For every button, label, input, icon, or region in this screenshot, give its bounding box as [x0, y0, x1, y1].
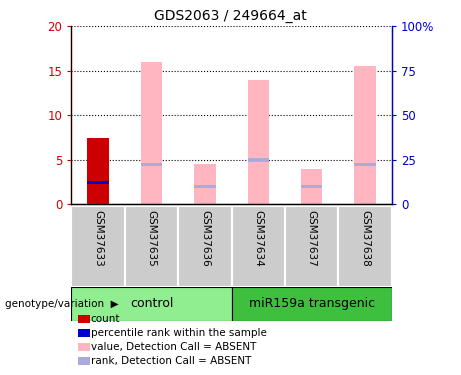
Bar — [248, 158, 269, 162]
Bar — [355, 162, 376, 166]
Bar — [194, 185, 216, 188]
Bar — [141, 62, 162, 204]
Bar — [285, 206, 338, 287]
Bar — [338, 206, 392, 287]
Text: count: count — [91, 314, 120, 324]
Bar — [231, 206, 285, 287]
Bar — [355, 66, 376, 204]
Text: miR159a transgenic: miR159a transgenic — [248, 297, 375, 310]
Text: GSM37635: GSM37635 — [147, 210, 157, 267]
Bar — [88, 138, 109, 204]
Bar — [231, 287, 392, 321]
Text: GSM37636: GSM37636 — [200, 210, 210, 267]
Text: rank, Detection Call = ABSENT: rank, Detection Call = ABSENT — [91, 356, 251, 366]
Text: percentile rank within the sample: percentile rank within the sample — [91, 328, 267, 338]
Bar — [125, 206, 178, 287]
Bar — [178, 206, 231, 287]
Text: GSM37638: GSM37638 — [360, 210, 370, 267]
Text: control: control — [130, 297, 173, 310]
Bar — [71, 287, 231, 321]
Bar — [248, 80, 269, 204]
Text: GSM37633: GSM37633 — [93, 210, 103, 267]
Text: GDS2063 / 249664_at: GDS2063 / 249664_at — [154, 9, 307, 23]
Bar — [194, 164, 216, 204]
Text: genotype/variation  ▶: genotype/variation ▶ — [5, 299, 118, 309]
Text: value, Detection Call = ABSENT: value, Detection Call = ABSENT — [91, 342, 256, 352]
Text: GSM37634: GSM37634 — [254, 210, 263, 267]
Bar — [141, 162, 162, 166]
Bar — [301, 185, 322, 188]
Bar — [88, 180, 109, 184]
Bar — [71, 206, 125, 287]
Text: GSM37637: GSM37637 — [307, 210, 317, 267]
Bar — [301, 169, 322, 204]
